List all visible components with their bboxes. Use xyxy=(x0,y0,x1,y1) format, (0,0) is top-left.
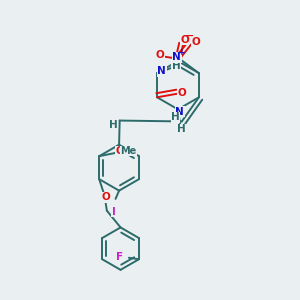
Text: N: N xyxy=(172,52,181,62)
Text: I: I xyxy=(112,207,116,217)
Text: F: F xyxy=(116,252,123,262)
Text: Me: Me xyxy=(121,146,137,156)
Text: +: + xyxy=(178,48,186,57)
Text: O: O xyxy=(155,50,164,61)
Text: H: H xyxy=(176,124,185,134)
Text: O: O xyxy=(177,88,186,98)
Text: O: O xyxy=(116,146,124,156)
Text: O: O xyxy=(180,34,189,45)
Text: H: H xyxy=(171,112,180,122)
Text: O: O xyxy=(102,192,111,202)
Text: H: H xyxy=(172,61,181,71)
Text: O: O xyxy=(192,37,201,47)
Text: N: N xyxy=(158,66,166,76)
Text: N: N xyxy=(176,107,184,117)
Text: H: H xyxy=(109,120,118,130)
Text: −: − xyxy=(185,31,194,40)
